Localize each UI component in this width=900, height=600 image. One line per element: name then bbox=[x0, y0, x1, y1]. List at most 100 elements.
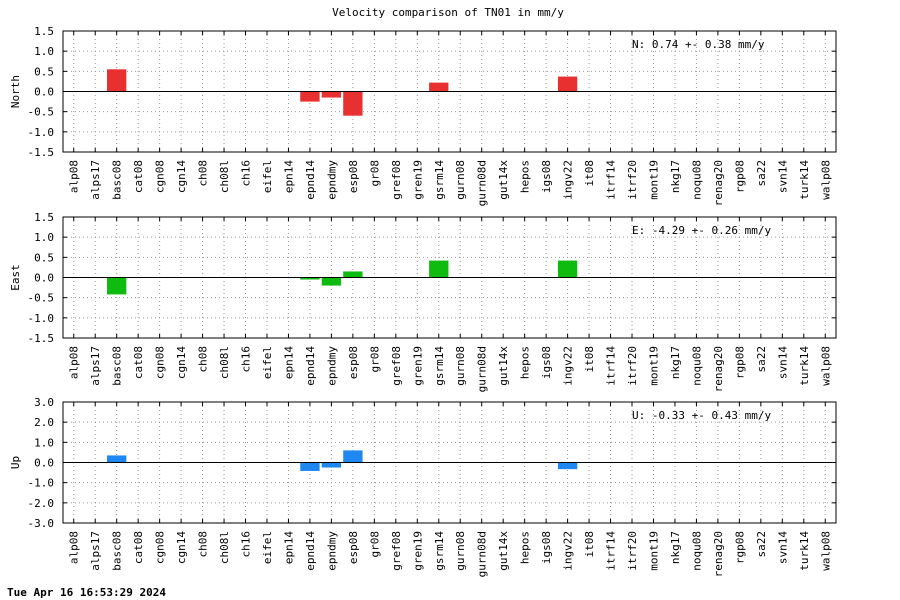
x-tick-label: alps17 bbox=[89, 160, 102, 200]
y-tick-label: 0.0 bbox=[34, 457, 54, 470]
x-tick-label: rgp08 bbox=[733, 531, 746, 564]
plot-frame bbox=[62, 30, 837, 153]
stat-annotation: N: 0.74 +- 0.38 mm/y bbox=[632, 38, 765, 51]
stat-annotation: E: -4.29 +- 0.26 mm/y bbox=[632, 224, 771, 237]
y-tick-label: -1.5 bbox=[28, 146, 55, 159]
x-tick-label: gurn08 bbox=[454, 160, 467, 200]
x-tick-label: cgn14 bbox=[175, 346, 188, 379]
x-tick-label: basc08 bbox=[111, 160, 124, 200]
y-tick-label: -3.0 bbox=[28, 517, 55, 530]
x-tick-label: ingv22 bbox=[562, 346, 575, 386]
y-tick-label: 1.0 bbox=[34, 231, 54, 244]
chart-title: Velocity comparison of TN01 in mm/y bbox=[332, 6, 564, 19]
bar bbox=[107, 277, 127, 295]
stat-annotation: U: -0.33 +- 0.43 mm/y bbox=[632, 409, 771, 422]
x-tick-label: ch08l bbox=[218, 160, 231, 193]
plot-frame bbox=[62, 401, 837, 524]
x-tick-label: ch08 bbox=[197, 346, 210, 373]
x-tick-label: gsrm14 bbox=[433, 346, 446, 386]
bar bbox=[343, 271, 363, 278]
x-tick-label: ch08 bbox=[197, 531, 210, 558]
x-tick-label: itrf20 bbox=[626, 531, 639, 571]
y-tick-label: 3.0 bbox=[34, 396, 54, 409]
x-tick-label: epndmy bbox=[325, 346, 338, 386]
x-tick-label: gr08 bbox=[368, 346, 381, 373]
x-tick-label: sa22 bbox=[755, 346, 768, 373]
x-tick-label: noqu08 bbox=[690, 531, 703, 571]
x-tick-label: igs08 bbox=[540, 531, 553, 564]
x-tick-label: nkg17 bbox=[669, 160, 682, 193]
x-tick-label: ch16 bbox=[240, 346, 253, 373]
y-tick-label: -1.0 bbox=[28, 126, 55, 139]
x-tick-label: epn14 bbox=[282, 531, 295, 564]
x-tick-label: hepos bbox=[519, 160, 532, 193]
x-tick-label: igs08 bbox=[540, 160, 553, 193]
x-tick-label: turk14 bbox=[798, 346, 811, 386]
y-tick-label: -1.0 bbox=[28, 477, 55, 490]
y-tick-label: 0.0 bbox=[34, 86, 54, 99]
y-tick-label: -1.5 bbox=[28, 332, 55, 345]
x-tick-label: itrf14 bbox=[605, 531, 618, 571]
x-tick-label: itrf14 bbox=[605, 346, 618, 386]
x-tick-label: epnd14 bbox=[304, 531, 317, 571]
bar bbox=[557, 260, 578, 278]
x-tick-label: cgn14 bbox=[175, 160, 188, 193]
x-tick-label: noqu08 bbox=[690, 346, 703, 386]
x-tick-label: alps17 bbox=[89, 531, 102, 571]
bar bbox=[557, 462, 578, 470]
y-tick-label: 1.0 bbox=[34, 45, 54, 58]
x-tick-label: svn14 bbox=[776, 160, 789, 193]
x-tick-label: esp08 bbox=[347, 160, 360, 193]
x-tick-label: hepos bbox=[519, 531, 532, 564]
x-tick-label: nkg17 bbox=[669, 346, 682, 379]
x-tick-label: gref08 bbox=[390, 346, 403, 386]
x-tick-label: cgn08 bbox=[154, 346, 167, 379]
x-tick-label: epn14 bbox=[282, 346, 295, 379]
x-tick-label: gren19 bbox=[411, 531, 424, 571]
bar bbox=[107, 455, 127, 463]
bar bbox=[343, 91, 363, 116]
y-tick-label: 2.0 bbox=[34, 416, 54, 429]
x-tick-label: hepos bbox=[519, 346, 532, 379]
x-tick-label: gurn08d bbox=[476, 160, 489, 206]
x-tick-label: basc08 bbox=[111, 346, 124, 386]
x-tick-label: sa22 bbox=[755, 531, 768, 558]
bar bbox=[321, 462, 342, 468]
bar bbox=[107, 69, 127, 92]
y-tick-label: 0.5 bbox=[34, 65, 54, 78]
x-tick-label: walp08 bbox=[819, 160, 832, 200]
x-tick-label: gsrm14 bbox=[433, 531, 446, 571]
y-tick-label: -1.0 bbox=[28, 312, 55, 325]
bar bbox=[557, 76, 578, 92]
x-tick-label: nkg17 bbox=[669, 531, 682, 564]
x-tick-label: ch08 bbox=[197, 160, 210, 187]
x-tick-label: mont19 bbox=[647, 346, 660, 386]
x-tick-label: gren19 bbox=[411, 160, 424, 200]
y-tick-label: -2.0 bbox=[28, 497, 55, 510]
timestamp: Tue Apr 16 16:53:29 2024 bbox=[7, 586, 166, 599]
x-tick-label: itrf20 bbox=[626, 346, 639, 386]
x-tick-label: epn14 bbox=[282, 160, 295, 193]
x-tick-label: svn14 bbox=[776, 531, 789, 564]
bar bbox=[300, 91, 320, 102]
y-tick-label: 1.0 bbox=[34, 436, 54, 449]
bar bbox=[429, 260, 449, 278]
x-tick-label: gut14x bbox=[497, 160, 510, 200]
bar bbox=[429, 82, 449, 92]
x-tick-label: mont19 bbox=[647, 531, 660, 571]
bar bbox=[321, 91, 342, 98]
x-tick-label: alp08 bbox=[68, 160, 81, 193]
y-tick-label: 0.0 bbox=[34, 272, 54, 285]
y-tick-label: -0.5 bbox=[28, 106, 55, 119]
plot-frame bbox=[62, 216, 837, 339]
x-tick-label: gr08 bbox=[368, 160, 381, 187]
x-tick-label: alp08 bbox=[68, 346, 81, 379]
x-tick-label: epndmy bbox=[325, 160, 338, 200]
x-tick-label: cat08 bbox=[132, 346, 145, 379]
x-tick-label: renag20 bbox=[712, 531, 725, 577]
x-tick-label: alps17 bbox=[89, 346, 102, 386]
x-tick-label: gurn08d bbox=[476, 346, 489, 392]
x-tick-label: gurn08 bbox=[454, 346, 467, 386]
bar bbox=[300, 277, 320, 280]
